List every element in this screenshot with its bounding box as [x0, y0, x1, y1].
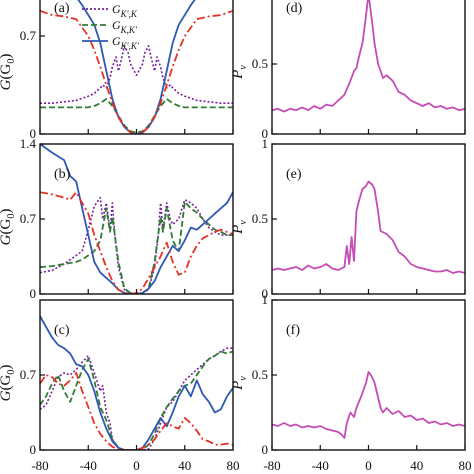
x-tick-label: 40 — [410, 458, 423, 473]
series-line-P — [272, 180, 465, 274]
panel-label: (b) — [54, 167, 71, 182]
y-tick-label: 0.7 — [20, 28, 37, 43]
series-line-G_KpKp — [40, 315, 233, 450]
x-tick-label: 40 — [178, 458, 191, 473]
x-tick-label: -80 — [31, 458, 48, 473]
series-line-G_KpK — [40, 347, 233, 450]
y-tick-label: 0 — [30, 442, 37, 457]
series-line-G_KpKp — [40, 144, 233, 294]
x-tick-label: 80 — [227, 458, 240, 473]
legend: GK′,KGK,K′GK′,K′ — [82, 2, 140, 51]
panel-label: (f) — [286, 323, 300, 338]
series-line-red — [40, 191, 233, 294]
series-line-red — [40, 371, 233, 450]
y-tick-label: 0 — [262, 286, 269, 301]
panel-label: (e) — [286, 167, 302, 182]
series-line-red — [40, 9, 233, 134]
series-line-G_KpK — [40, 44, 233, 104]
series-group — [40, 315, 233, 450]
series-group — [40, 0, 233, 134]
legend-label-G_KKp: GK,K′ — [112, 18, 138, 35]
panel-a: 0 0.7 (a) G(G0) GK′,KGK,K′GK′,K′ — [0, 0, 234, 141]
series-group — [272, 180, 465, 274]
legend-label-G_KpKp: GK′,K′ — [112, 34, 140, 51]
y-axis-label: G(G0) — [0, 209, 17, 246]
y-tick-label: 1 — [262, 136, 269, 151]
y-tick-label: 0.5 — [252, 211, 268, 226]
x-tick-label: -40 — [80, 458, 97, 473]
panel-d: 0 0.5 (d) Pv — [230, 0, 466, 141]
y-tick-label: 0 — [30, 286, 37, 301]
y-tick-label: 0.7 — [20, 211, 37, 226]
plot-frame — [271, 0, 466, 135]
series-line-G_KpKp — [77, 0, 196, 134]
series-line-G_KKp — [40, 350, 233, 450]
panel-c: 0 0.7 -80 -40 0 40 80 (c) G(G0) — [0, 299, 240, 473]
panel-b: 0 0.7 1.4 (b) G(G0) — [0, 136, 234, 301]
series-line-G_KpK — [40, 196, 233, 294]
x-tick-label: 0 — [365, 458, 372, 473]
y-tick-label: 1.4 — [20, 136, 37, 151]
y-tick-label: 0.5 — [252, 367, 268, 382]
x-tick-label: 80 — [459, 458, 472, 473]
panel-label: (d) — [286, 1, 303, 16]
y-tick-label: 0.5 — [252, 56, 268, 71]
series-line-P — [272, 371, 465, 439]
panel-label: (a) — [54, 1, 70, 16]
y-tick-label: 1 — [262, 292, 269, 307]
series-group — [272, 0, 465, 113]
y-axis-label: Pv — [230, 65, 249, 80]
series-line-G_KKp — [40, 200, 233, 294]
legend-label-G_KpK: GK′,K — [112, 2, 138, 19]
y-axis-label: Pv — [230, 376, 249, 391]
panel-label: (c) — [54, 323, 70, 338]
y-tick-label: 0.7 — [20, 367, 37, 382]
x-tick-label: -40 — [312, 458, 329, 473]
y-tick-label: 0 — [262, 126, 269, 141]
series-group — [40, 144, 233, 294]
y-axis-label: G(G0) — [0, 54, 17, 91]
x-tick-label: 0 — [133, 458, 140, 473]
y-axis-label: Pv — [230, 220, 249, 235]
plot-frame — [39, 0, 234, 135]
y-tick-label: 0 — [262, 442, 269, 457]
series-line-P — [272, 0, 465, 113]
y-axis-label: G(G0) — [0, 365, 17, 402]
y-tick-label: 0 — [30, 126, 37, 141]
x-tick-label: -80 — [263, 458, 280, 473]
panel-e: 0 0.5 1 (e) Pv — [230, 136, 466, 301]
series-group — [272, 371, 465, 439]
series-line-G_KKp — [40, 98, 233, 134]
panel-f: 0 0.5 1 -80 -40 0 40 80 (f) Pv — [230, 292, 472, 473]
